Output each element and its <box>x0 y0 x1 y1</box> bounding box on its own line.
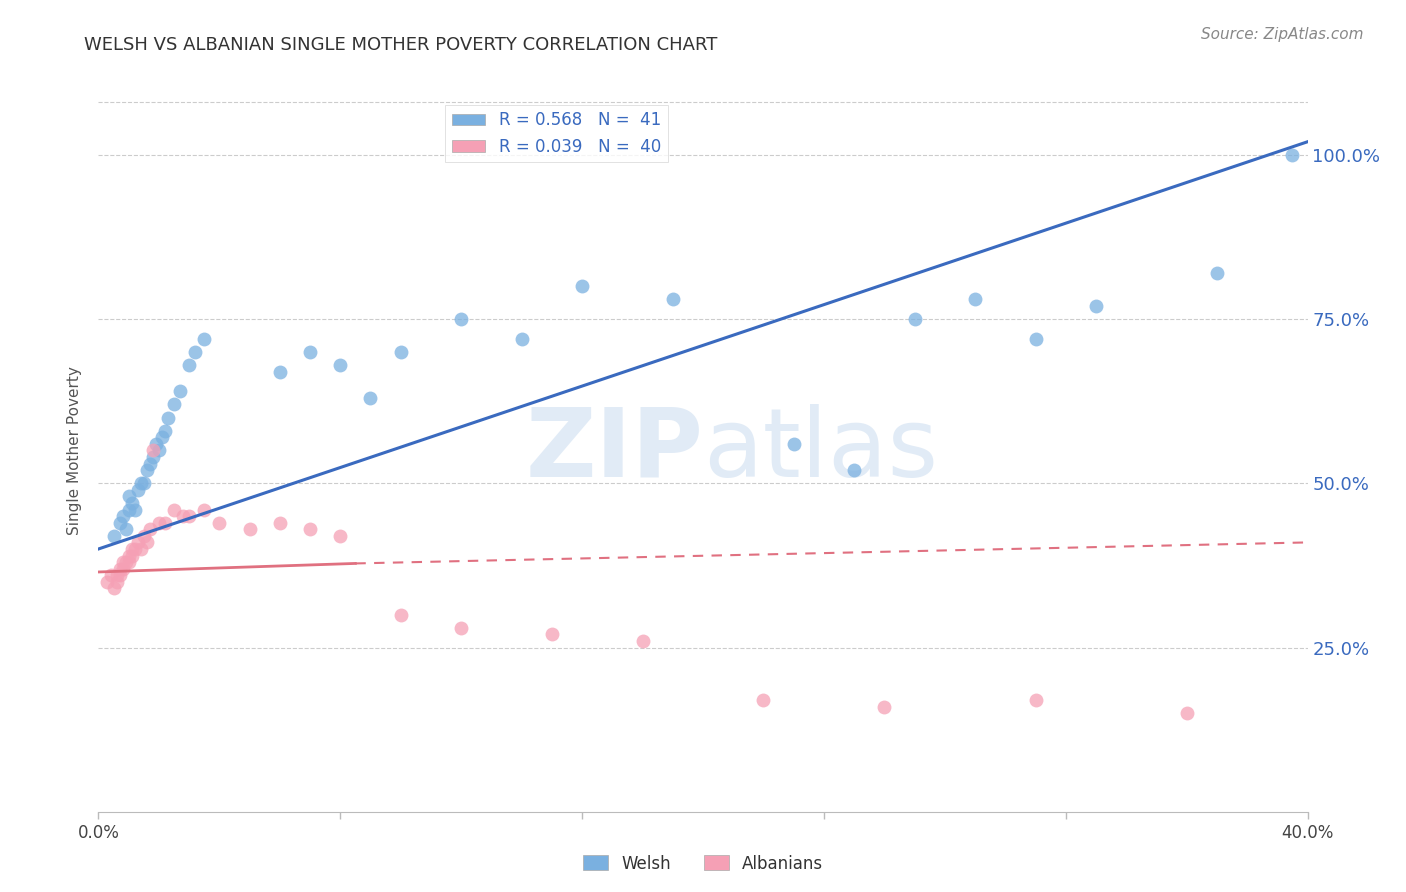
Point <box>132 529 155 543</box>
Point <box>1206 266 1229 280</box>
Point <box>389 345 412 359</box>
Point <box>111 509 134 524</box>
Point <box>114 522 136 536</box>
Point <box>329 358 352 372</box>
Point <box>389 607 412 622</box>
Point <box>965 293 987 307</box>
Point <box>661 293 683 307</box>
Point <box>329 529 352 543</box>
Point <box>124 502 146 516</box>
Point <box>118 502 141 516</box>
Point <box>299 522 322 536</box>
Point <box>571 279 593 293</box>
Point <box>129 541 152 556</box>
Point <box>269 365 291 379</box>
Point <box>193 502 215 516</box>
Point <box>108 516 131 530</box>
Point <box>193 332 215 346</box>
Point <box>124 541 146 556</box>
Point <box>145 437 167 451</box>
Point <box>148 443 170 458</box>
Point <box>142 450 165 464</box>
Point <box>111 555 134 569</box>
Point <box>269 516 291 530</box>
Point <box>179 509 201 524</box>
Point <box>103 582 125 596</box>
Point <box>163 397 186 411</box>
Point <box>450 312 472 326</box>
Point <box>105 574 128 589</box>
Point <box>904 312 927 326</box>
Point <box>844 463 866 477</box>
Point <box>127 535 149 549</box>
Point <box>163 502 186 516</box>
Point <box>239 522 262 536</box>
Point <box>105 568 128 582</box>
Point <box>172 509 194 524</box>
Point <box>100 568 122 582</box>
Point <box>184 345 207 359</box>
Point <box>121 496 143 510</box>
Point <box>96 574 118 589</box>
Text: atlas: atlas <box>703 404 938 497</box>
Point <box>121 549 143 563</box>
Point <box>148 516 170 530</box>
Point <box>1085 299 1108 313</box>
Point <box>1024 693 1046 707</box>
Point <box>631 634 654 648</box>
Point <box>108 562 131 576</box>
Text: Source: ZipAtlas.com: Source: ZipAtlas.com <box>1201 27 1364 42</box>
Point <box>540 627 562 641</box>
Point <box>132 476 155 491</box>
Point <box>139 457 162 471</box>
Point <box>118 549 141 563</box>
Text: WELSH VS ALBANIAN SINGLE MOTHER POVERTY CORRELATION CHART: WELSH VS ALBANIAN SINGLE MOTHER POVERTY … <box>84 36 717 54</box>
Point <box>127 483 149 497</box>
Point <box>1175 706 1198 721</box>
Legend: R = 0.568   N =  41, R = 0.039   N =  40: R = 0.568 N = 41, R = 0.039 N = 40 <box>446 104 668 162</box>
Point <box>111 562 134 576</box>
Point <box>118 555 141 569</box>
Point <box>1024 332 1046 346</box>
Point <box>360 391 382 405</box>
Point <box>142 443 165 458</box>
Point <box>510 332 533 346</box>
Point <box>150 430 173 444</box>
Point <box>114 555 136 569</box>
Point <box>156 410 179 425</box>
Point <box>153 516 176 530</box>
Point <box>752 693 775 707</box>
Point <box>299 345 322 359</box>
Legend: Welsh, Albanians: Welsh, Albanians <box>576 848 830 880</box>
Point <box>169 384 191 399</box>
Point <box>103 529 125 543</box>
Point <box>153 424 176 438</box>
Point <box>135 463 157 477</box>
Point <box>108 568 131 582</box>
Point <box>208 516 231 530</box>
Point <box>139 522 162 536</box>
Point <box>873 699 896 714</box>
Text: ZIP: ZIP <box>524 404 703 497</box>
Point <box>135 535 157 549</box>
Point <box>783 437 806 451</box>
Point <box>129 476 152 491</box>
Point <box>1281 148 1303 162</box>
Y-axis label: Single Mother Poverty: Single Mother Poverty <box>67 366 83 535</box>
Point <box>450 621 472 635</box>
Point <box>118 490 141 504</box>
Point <box>179 358 201 372</box>
Point <box>121 541 143 556</box>
